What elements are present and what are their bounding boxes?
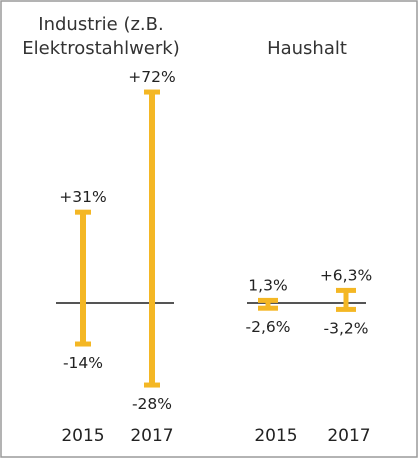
data-label-low-haushalt-2015: -2,6% [246,318,291,336]
data-label-low-industrie-2015: -14% [63,354,103,372]
data-label-low-industrie-2017: -28% [132,395,172,413]
group-title-industrie-line2: Elektrostahlwerk) [22,38,179,59]
x-label-haushalt-2017: 2017 [327,426,370,446]
data-label-low-haushalt-2017: -3,2% [324,319,369,337]
range-cap-low-haushalt-2017 [336,306,356,312]
data-label-high-haushalt-2015: 1,3% [248,276,287,294]
range-cap-high-haushalt-2015 [258,297,278,303]
range-bars: +31% -14% +72% -28% 1,3% -2,6% +6,3% -3,2% [59,68,372,413]
data-label-high-haushalt-2017: +6,3% [320,266,372,284]
x-label-industrie-2017: 2017 [130,426,173,446]
data-label-high-industrie-2017: +72% [128,68,175,86]
data-label-high-industrie-2015: +31% [59,188,106,206]
x-label-industrie-2015: 2015 [61,426,104,446]
group-title-industrie-line1: Industrie (z.B. [38,14,163,35]
range-cap-low-haushalt-2015 [258,305,278,311]
x-label-haushalt-2015: 2015 [254,426,297,446]
range-cap-high-haushalt-2017 [336,287,356,293]
range-cap-high-industrie-2015 [75,209,91,215]
range-cap-low-industrie-2015 [75,341,91,347]
range-cap-high-industrie-2017 [144,89,160,95]
range-cap-low-industrie-2017 [144,382,160,388]
group-title-haushalt: Haushalt [267,38,347,59]
